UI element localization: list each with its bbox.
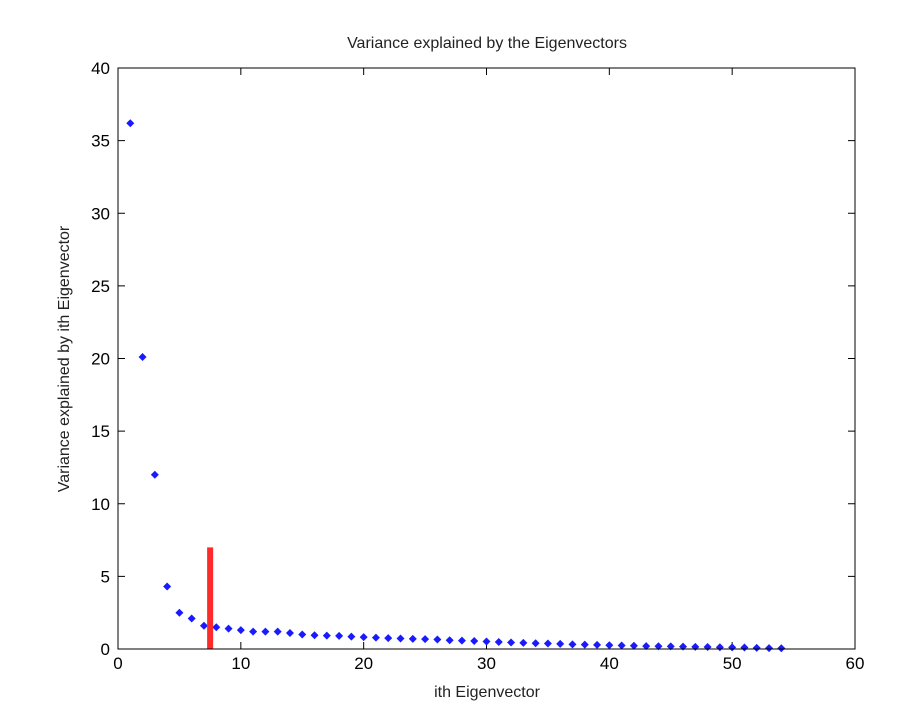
data-point bbox=[568, 640, 577, 649]
data-point bbox=[617, 641, 626, 650]
x-tick-label: 30 bbox=[477, 654, 496, 673]
data-point bbox=[384, 634, 393, 643]
x-tick-label: 60 bbox=[846, 654, 865, 673]
data-point bbox=[421, 635, 430, 644]
data-point bbox=[531, 639, 540, 648]
plot-frame bbox=[117, 67, 856, 650]
x-tick-label: 40 bbox=[600, 654, 619, 673]
data-point bbox=[408, 634, 417, 643]
data-point bbox=[543, 639, 552, 648]
y-tick-label: 35 bbox=[91, 132, 110, 151]
data-point bbox=[654, 642, 663, 651]
data-point bbox=[347, 632, 356, 641]
data-point bbox=[482, 637, 491, 646]
data-point bbox=[224, 624, 233, 633]
data-point bbox=[433, 635, 442, 644]
data-point bbox=[470, 637, 479, 646]
data-point bbox=[322, 631, 331, 640]
data-point bbox=[298, 630, 307, 639]
data-point bbox=[273, 627, 282, 636]
data-point bbox=[642, 642, 651, 651]
y-tick-label: 40 bbox=[91, 59, 110, 78]
data-point bbox=[519, 638, 528, 647]
y-tick-label: 5 bbox=[101, 567, 110, 586]
data-point bbox=[163, 582, 172, 591]
data-point bbox=[507, 638, 516, 647]
data-point bbox=[457, 636, 466, 645]
y-tick-label: 15 bbox=[91, 422, 110, 441]
data-point bbox=[396, 634, 405, 643]
data-point bbox=[666, 642, 675, 651]
data-point bbox=[580, 640, 589, 649]
data-point bbox=[126, 119, 135, 128]
data-point bbox=[236, 626, 245, 635]
data-point bbox=[605, 641, 614, 650]
x-tick-label: 0 bbox=[113, 654, 122, 673]
y-tick-label: 0 bbox=[101, 640, 110, 659]
data-point bbox=[740, 643, 749, 652]
data-point bbox=[556, 639, 565, 648]
x-tick-label: 50 bbox=[723, 654, 742, 673]
data-point bbox=[335, 631, 344, 640]
data-point bbox=[261, 627, 270, 636]
y-tick-label: 10 bbox=[91, 495, 110, 514]
x-tick-label: 10 bbox=[231, 654, 250, 673]
data-point bbox=[752, 643, 761, 652]
x-tick-label: 20 bbox=[354, 654, 373, 673]
data-point bbox=[150, 470, 159, 479]
data-point bbox=[765, 644, 774, 653]
y-tick-label: 20 bbox=[91, 350, 110, 369]
data-point bbox=[593, 640, 602, 649]
data-point bbox=[212, 623, 221, 632]
data-point bbox=[138, 353, 147, 362]
data-point bbox=[371, 633, 380, 642]
chart-title: Variance explained by the Eigenvectors bbox=[347, 35, 627, 52]
y-axis-title: Variance explained by ith Eigenvector bbox=[56, 225, 73, 492]
data-point bbox=[187, 614, 196, 623]
axis-ticks: 0 10 20 30 40 50 60 0 5 10 15 20 25 30 35 40 bbox=[91, 59, 864, 673]
data-point bbox=[777, 644, 786, 653]
data-point bbox=[175, 608, 184, 617]
data-point bbox=[199, 621, 208, 630]
data-point bbox=[445, 636, 454, 645]
data-point bbox=[494, 638, 503, 647]
x-axis-title: ith Eigenvector bbox=[434, 684, 541, 701]
data-point bbox=[249, 627, 258, 636]
data-point bbox=[285, 629, 294, 638]
data-point bbox=[359, 633, 368, 642]
data-point bbox=[310, 631, 319, 640]
y-tick-label: 30 bbox=[91, 204, 110, 223]
y-tick-label: 25 bbox=[91, 277, 110, 296]
data-point bbox=[629, 641, 638, 650]
